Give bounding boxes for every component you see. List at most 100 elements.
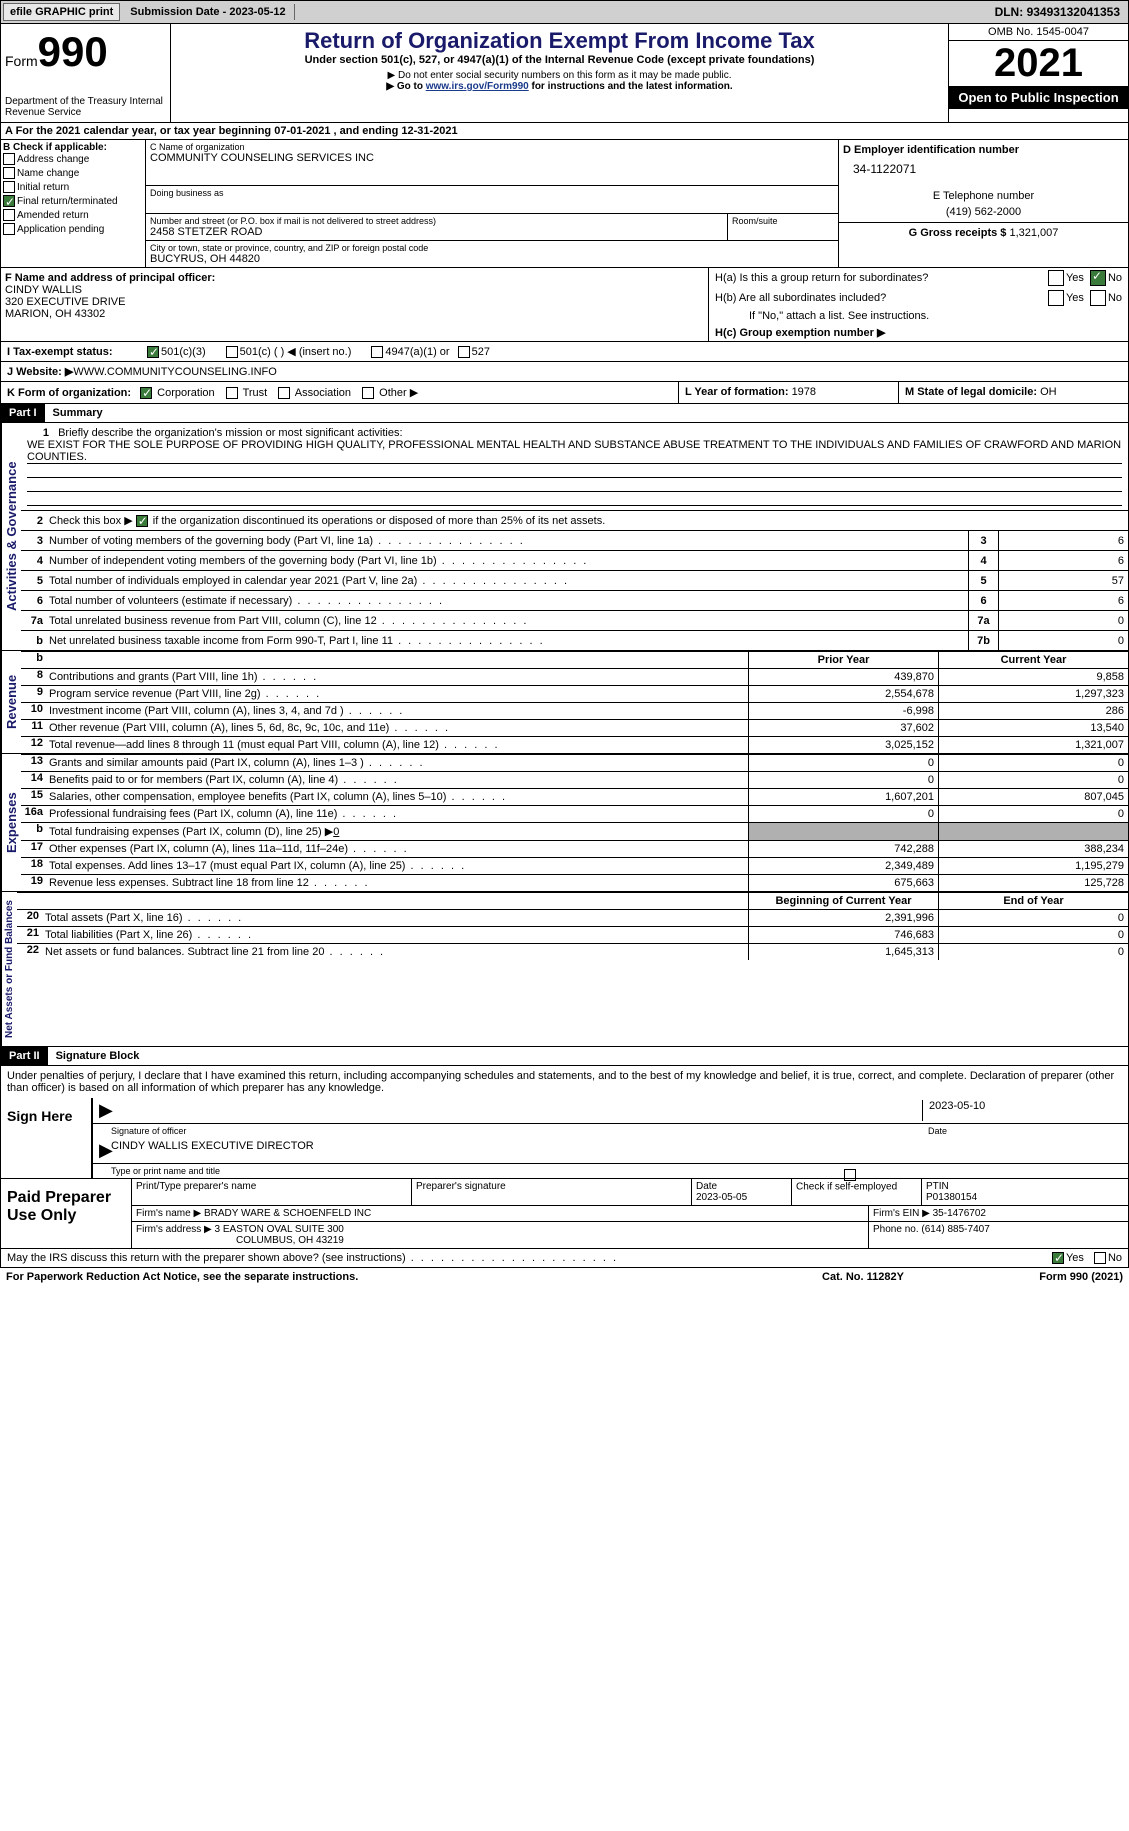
cb-trust[interactable] [226,387,238,399]
current-year-val: 1,195,279 [938,858,1128,874]
line-text: Grants and similar amounts paid (Part IX… [49,755,748,771]
tax-year: 2021 [949,41,1128,86]
ha-yes[interactable] [1048,270,1064,286]
summary-line: 6 Total number of volunteers (estimate i… [21,590,1128,610]
financial-line: 13 Grants and similar amounts paid (Part… [21,754,1128,771]
cb-address-change[interactable]: Address change [3,153,143,167]
line-box: 6 [968,591,998,610]
omb-number: OMB No. 1545-0047 [949,24,1128,41]
tab-net-assets: Net Assets or Fund Balances [1,892,17,1046]
hb-no[interactable] [1090,290,1106,306]
part2-title: Signature Block [48,1047,148,1065]
line-text: Other revenue (Part VIII, column (A), li… [49,720,748,736]
cb-501c[interactable] [226,346,238,358]
line-num: b [21,823,49,840]
current-year-val: 9,858 [938,669,1128,685]
financial-line: 19 Revenue less expenses. Subtract line … [21,874,1128,891]
type-name-label: Type or print name and title [111,1166,220,1176]
summary-line: 5 Total number of individuals employed i… [21,570,1128,590]
cb-final-return[interactable]: Final return/terminated [3,195,143,209]
tab-expenses: Expenses [1,754,21,891]
cb-501c3[interactable] [147,346,159,358]
row-i: I Tax-exempt status: 501(c)(3) 501(c) ( … [0,342,1129,362]
col-f: F Name and address of principal officer:… [1,268,708,341]
firm-addr-label: Firm's address ▶ [136,1224,215,1235]
line-box: 7a [968,611,998,630]
prior-year-val: 2,391,996 [748,910,938,926]
mission-text: WE EXIST FOR THE SOLE PURPOSE OF PROVIDI… [27,439,1122,464]
current-year-val: 13,540 [938,720,1128,736]
line-num: 21 [17,927,45,943]
officer-addr2: MARION, OH 43302 [5,308,704,320]
current-year-val: 286 [938,703,1128,719]
current-year-val: 1,297,323 [938,686,1128,702]
line-val: 6 [998,531,1128,550]
dln: DLN: 93493132041353 [987,3,1128,21]
hc-label: H(c) Group exemption number ▶ [709,324,1128,341]
cb-application-pending[interactable]: Application pending [3,223,143,237]
row-k-l-m: K Form of organization: Corporation Trus… [0,382,1129,404]
cb-association[interactable] [278,387,290,399]
line-text: Total number of volunteers (estimate if … [49,593,968,609]
cb-4947[interactable] [371,346,383,358]
cb-corporation[interactable] [140,387,152,399]
part2-header-row: Part II Signature Block [0,1047,1129,1066]
prior-year-val: 2,349,489 [748,858,938,874]
line2-num: 2 [21,515,49,527]
street-address: 2458 STETZER ROAD [150,226,723,238]
line-num: 3 [21,535,49,547]
cb-amended-return[interactable]: Amended return [3,209,143,223]
cb-527[interactable] [458,346,470,358]
firm-phone-value: (614) 885-7407 [921,1224,989,1235]
part1-header-row: Part I Summary [0,404,1129,423]
officer-addr1: 320 EXECUTIVE DRIVE [5,296,704,308]
ha-no[interactable] [1090,270,1106,286]
cb-self-employed[interactable] [844,1169,856,1181]
current-year-val: 0 [938,927,1128,943]
summary-line: 3 Number of voting members of the govern… [21,530,1128,550]
line-num: 20 [17,910,45,926]
cb-discontinued[interactable] [136,515,148,527]
line-text: Contributions and grants (Part VIII, lin… [49,669,748,685]
sig-marker-icon: ▶ [99,1100,111,1121]
cb-initial-return[interactable]: Initial return [3,181,143,195]
hb-yes[interactable] [1048,290,1064,306]
gross-receipts: 1,321,007 [1009,227,1058,239]
line-num: 13 [21,755,49,771]
paid-preparer-label: Paid Preparer Use Only [1,1179,131,1248]
line-text: Number of independent voting members of … [49,553,968,569]
officer-signature-field[interactable] [111,1100,922,1121]
line-text: Salaries, other compensation, employee b… [49,789,748,805]
city-state-zip: BUCYRUS, OH 44820 [150,253,834,265]
prior-year-val: 1,607,201 [748,789,938,805]
eoy-header: End of Year [938,893,1128,909]
firm-ein-value: 35-1476702 [933,1208,986,1219]
cb-discuss-no[interactable] [1094,1252,1106,1264]
efile-print-button[interactable]: efile GRAPHIC print [3,3,120,21]
line-num: 7a [21,615,49,627]
ha-label: H(a) Is this a group return for subordin… [715,272,1048,284]
prior-year-val: 0 [748,806,938,822]
cb-name-change[interactable]: Name change [3,167,143,181]
line-box: 3 [968,531,998,550]
phone-value: (419) 562-2000 [843,202,1124,218]
f-label: F Name and address of principal officer: [5,272,215,284]
prior-year-val: 37,602 [748,720,938,736]
form-footer: Form 990 (2021) [963,1271,1123,1283]
line-num: 5 [21,575,49,587]
line-box: 5 [968,571,998,590]
irs-link[interactable]: www.irs.gov/Form990 [426,81,529,92]
prep-sig-label: Preparer's signature [416,1181,687,1192]
cb-other[interactable] [362,387,374,399]
revenue-section: Revenue b Prior Year Current Year 8 Cont… [0,651,1129,754]
line-num: 4 [21,555,49,567]
current-year-val: 0 [938,806,1128,822]
financial-line: 22 Net assets or fund balances. Subtract… [17,943,1128,960]
financial-line: b Total fundraising expenses (Part IX, c… [21,822,1128,840]
open-inspection: Open to Public Inspection [949,86,1128,109]
line-text: Number of voting members of the governin… [49,533,968,549]
cb-discuss-yes[interactable] [1052,1252,1064,1264]
prior-year-header: Prior Year [748,652,938,668]
line-num: 8 [21,669,49,685]
note-link: ▶ Go to www.irs.gov/Form990 for instruct… [175,81,944,92]
